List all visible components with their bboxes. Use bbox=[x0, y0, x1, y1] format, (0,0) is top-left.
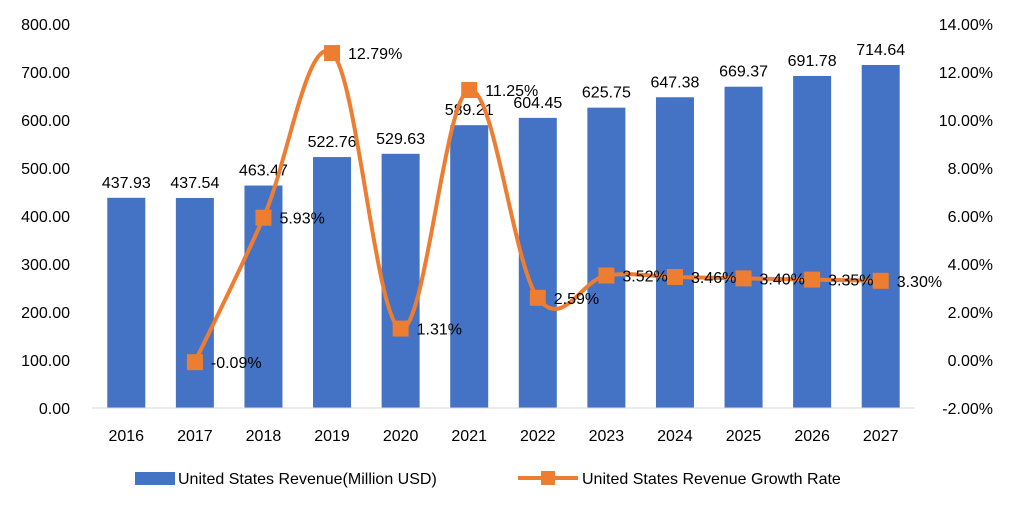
left-y-tick-label: 500.00 bbox=[21, 161, 70, 178]
bar-value-label: 437.93 bbox=[102, 175, 151, 192]
line-marker bbox=[186, 354, 203, 371]
line-marker bbox=[872, 272, 889, 289]
line-value-label: 3.52% bbox=[622, 269, 667, 286]
line-value-label: 1.31% bbox=[417, 322, 462, 339]
bar bbox=[107, 197, 146, 408]
line-value-label: 3.46% bbox=[691, 270, 736, 287]
right-y-axis: -2.00% 0.00% 2.00% 4.00% 6.00% 8.00% 10.00% 12.… bbox=[939, 17, 993, 418]
right-y-tick-label: 14.00% bbox=[939, 17, 993, 34]
line-marker bbox=[529, 289, 546, 306]
line-value-label: 3.40% bbox=[760, 271, 805, 288]
right-y-tick-label: 8.00% bbox=[948, 161, 993, 178]
line-value-label: 2.59% bbox=[554, 291, 599, 308]
line-marker bbox=[461, 82, 478, 98]
legend-line-marker bbox=[541, 471, 555, 485]
bar bbox=[450, 125, 489, 408]
bar bbox=[861, 64, 900, 408]
bar bbox=[587, 107, 626, 408]
line-series bbox=[186, 45, 889, 371]
bar bbox=[175, 197, 214, 408]
bar-value-label: 691.78 bbox=[788, 53, 837, 70]
left-y-tick-label: 300.00 bbox=[21, 257, 70, 274]
right-y-tick-label: 6.00% bbox=[948, 209, 993, 226]
left-y-tick-label: 400.00 bbox=[21, 209, 70, 226]
legend-line-label: United States Revenue Growth Rate bbox=[582, 471, 841, 488]
legend-bar-swatch bbox=[135, 472, 175, 485]
x-tick-label: 2027 bbox=[863, 428, 899, 445]
x-tick-label: 2021 bbox=[451, 428, 487, 445]
legend: United States Revenue(Million USD) Unite… bbox=[135, 471, 841, 488]
bar bbox=[313, 157, 352, 408]
left-y-tick-label: 700.00 bbox=[21, 65, 70, 82]
right-y-tick-label: -2.00% bbox=[942, 401, 993, 418]
left-y-tick-label: 0.00 bbox=[39, 401, 70, 418]
line-marker bbox=[392, 320, 409, 337]
line-value-label: 3.35% bbox=[828, 273, 873, 290]
right-y-tick-label: 12.00% bbox=[939, 65, 993, 82]
x-tick-label: 2025 bbox=[726, 428, 762, 445]
legend-bar-label: United States Revenue(Million USD) bbox=[178, 471, 437, 488]
bar-value-label: 625.75 bbox=[582, 85, 631, 102]
right-y-tick-label: 2.00% bbox=[948, 305, 993, 322]
line-marker bbox=[666, 268, 683, 285]
bar-value-label: 669.37 bbox=[719, 64, 768, 81]
line-marker bbox=[324, 45, 341, 62]
bar bbox=[724, 86, 763, 409]
line-value-label: 3.30% bbox=[897, 274, 942, 291]
line-marker bbox=[804, 271, 821, 288]
x-tick-label: 2020 bbox=[383, 428, 419, 445]
bar-value-label: 529.63 bbox=[376, 131, 425, 148]
line-marker bbox=[735, 270, 752, 287]
left-y-tick-label: 800.00 bbox=[21, 17, 70, 34]
x-tick-label: 2023 bbox=[589, 428, 625, 445]
bar bbox=[793, 75, 832, 408]
bar-value-label: 463.47 bbox=[239, 163, 288, 180]
bar-value-label: 522.76 bbox=[308, 134, 357, 151]
line-value-label: 11.25% bbox=[485, 83, 538, 100]
right-y-tick-label: 0.00% bbox=[948, 353, 993, 370]
x-tick-label: 2019 bbox=[314, 428, 350, 445]
bar-value-label: 604.45 bbox=[513, 95, 562, 112]
line-value-label: 12.79% bbox=[348, 46, 402, 63]
x-tick-label: 2026 bbox=[794, 428, 830, 445]
bar bbox=[381, 153, 420, 408]
line-data-labels: -0.09% 5.93% 12.79% 1.31% 11.25% 2.59% 3.52% 3.… bbox=[211, 46, 942, 372]
x-tick-label: 2022 bbox=[520, 428, 556, 445]
x-tick-label: 2016 bbox=[108, 428, 144, 445]
x-axis: 2016 2017 2018 2019 2020 2021 2022 2023 2024 2025… bbox=[92, 407, 915, 445]
bar-value-label: 714.64 bbox=[856, 42, 905, 59]
left-y-tick-label: 100.00 bbox=[21, 353, 70, 370]
x-tick-label: 2018 bbox=[246, 428, 282, 445]
right-y-tick-label: 4.00% bbox=[948, 257, 993, 274]
right-y-tick-label: 10.00% bbox=[939, 113, 993, 130]
x-tick-label: 2024 bbox=[657, 428, 693, 445]
left-y-tick-label: 600.00 bbox=[21, 113, 70, 130]
left-y-axis: 0.00 100.00 200.00 300.00 400.00 500.00 600.00… bbox=[21, 17, 70, 418]
line-value-label: -0.09% bbox=[211, 355, 262, 372]
bar bbox=[655, 97, 694, 408]
left-y-tick-label: 200.00 bbox=[21, 305, 70, 322]
line-marker bbox=[598, 267, 615, 284]
x-tick-label: 2017 bbox=[177, 428, 213, 445]
line-marker bbox=[255, 209, 272, 226]
bar-value-label: 437.54 bbox=[170, 175, 219, 192]
line-value-label: 5.93% bbox=[279, 211, 324, 228]
bar-series bbox=[107, 64, 900, 409]
bar-value-label: 647.38 bbox=[650, 74, 699, 91]
